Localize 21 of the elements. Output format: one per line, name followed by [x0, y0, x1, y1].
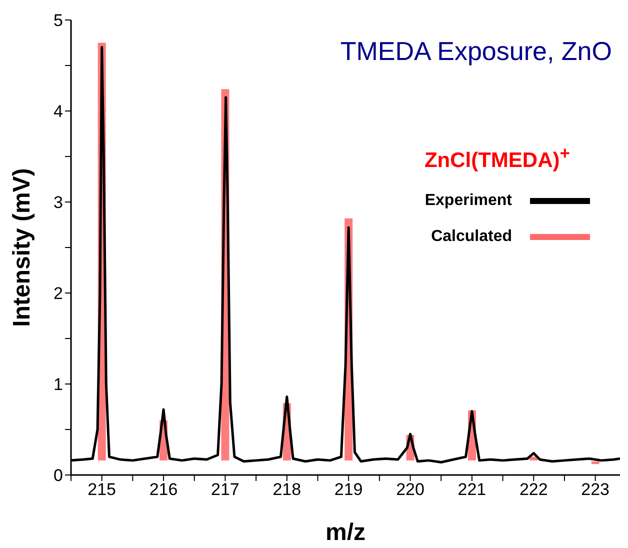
x-tick-label: 218 [272, 480, 302, 500]
x-tick-label: 223 [581, 480, 610, 500]
y-tick-label: 3 [54, 193, 63, 212]
bar [591, 461, 600, 464]
legend-label: Calculated [431, 228, 512, 246]
x-tick-label: 216 [149, 480, 178, 500]
x-tick-label: 215 [88, 480, 116, 500]
y-tick-label: 1 [54, 375, 63, 394]
x-tick-label: 220 [396, 480, 424, 500]
text: TMEDA Exposure, ZnO [340, 36, 612, 67]
y-tick-label: 0 [54, 466, 63, 486]
legend-title: ZnCl(TMEDA)$^{+}$ [424, 143, 570, 173]
x-tick-label: 219 [334, 480, 363, 500]
legend-label: Experiment [424, 192, 512, 210]
x-tick-label: 221 [458, 480, 486, 500]
x-tick-label: 217 [211, 480, 240, 500]
y-tick-label: 2 [54, 284, 63, 304]
x-tick-label: 222 [519, 480, 548, 500]
y-tick-label: 4 [54, 102, 63, 122]
y-tick-label: 5 [54, 11, 63, 30]
y-axis-title: Intensity (mV) [8, 168, 36, 327]
